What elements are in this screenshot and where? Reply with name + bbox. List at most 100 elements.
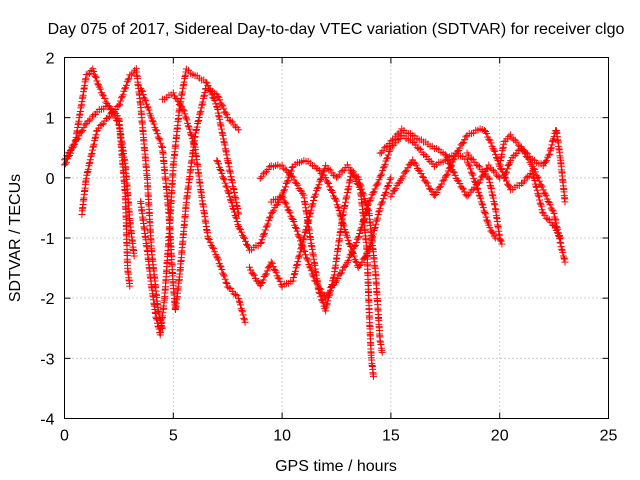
data-point (327, 284, 335, 292)
data-point (387, 137, 395, 145)
data-point (315, 166, 323, 174)
data-point (118, 93, 126, 101)
data-point (533, 173, 541, 181)
data-point (98, 120, 106, 128)
data-point (87, 115, 95, 123)
data-point (66, 149, 74, 157)
data-point (284, 177, 292, 185)
data-point (560, 255, 568, 263)
data-point (196, 109, 204, 117)
data-point (213, 253, 221, 261)
data-point (358, 258, 366, 266)
data-point (278, 161, 286, 169)
data-point (281, 198, 289, 206)
data-point (505, 181, 513, 189)
data-point (345, 240, 353, 248)
data-point (218, 169, 226, 177)
data-point (250, 271, 258, 279)
data-point (369, 372, 377, 380)
y-tick-label: -4 (40, 412, 54, 429)
data-point (560, 254, 568, 262)
data-point (519, 146, 527, 154)
data-point (137, 86, 145, 94)
data-point (96, 85, 104, 93)
data-point (152, 126, 160, 134)
data-point (467, 168, 475, 176)
data-point (351, 174, 359, 182)
data-point (493, 155, 501, 163)
data-point (125, 75, 133, 83)
data-point (459, 185, 467, 193)
data-point (415, 145, 423, 153)
data-point (326, 287, 334, 295)
data-point (481, 209, 489, 217)
data-point (232, 213, 240, 221)
data-point (220, 105, 228, 113)
data-point (308, 203, 316, 211)
data-point (309, 200, 317, 208)
data-point (451, 171, 459, 179)
data-point (101, 94, 109, 102)
data-point (285, 173, 293, 181)
data-point (325, 293, 333, 301)
data-point (141, 95, 149, 103)
data-point (351, 241, 359, 249)
data-point (127, 71, 135, 79)
data-point (61, 160, 69, 168)
data-point (490, 200, 498, 208)
data-point (87, 151, 95, 159)
data-point (219, 269, 227, 277)
data-point (83, 168, 91, 176)
data-point (385, 179, 393, 187)
data-point (477, 194, 485, 202)
data-point (325, 165, 333, 173)
data-point (89, 143, 97, 151)
data-point (227, 117, 235, 125)
data-point (307, 266, 315, 274)
data-point (348, 168, 356, 176)
data-point (369, 230, 377, 238)
data-point (554, 225, 562, 233)
data-point (475, 191, 483, 199)
data-point (193, 123, 201, 131)
data-point (474, 162, 482, 170)
data-point (352, 238, 360, 246)
data-point (370, 226, 378, 234)
data-point (423, 179, 431, 187)
data-point (365, 246, 373, 254)
data-point (323, 300, 331, 308)
data-point (531, 168, 539, 176)
data-point (329, 274, 337, 282)
data-point (542, 192, 550, 200)
data-point (556, 235, 564, 243)
data-point (485, 135, 493, 143)
data-point (465, 161, 473, 169)
data-point (485, 174, 493, 182)
data-point (272, 268, 280, 276)
data-point (486, 178, 494, 186)
data-point (223, 183, 231, 191)
data-point (381, 190, 389, 198)
data-point (483, 129, 491, 137)
data-point (219, 102, 227, 110)
data-point (478, 200, 486, 208)
data-point (154, 133, 162, 141)
data-point (188, 132, 196, 140)
data-point (263, 222, 271, 230)
data-point (225, 189, 233, 197)
data-point (69, 143, 77, 151)
data-point (126, 282, 134, 290)
series-sat-track-k (376, 125, 504, 200)
data-point (200, 92, 208, 100)
data-point (207, 88, 215, 96)
data-point (469, 186, 477, 194)
data-point (458, 140, 466, 148)
data-point (489, 229, 497, 237)
data-point (153, 127, 161, 135)
data-point (138, 87, 146, 95)
data-point (86, 156, 94, 164)
data-point (145, 106, 153, 114)
series-sat-track-c (61, 102, 134, 290)
data-point (395, 130, 403, 138)
data-point (93, 77, 101, 85)
